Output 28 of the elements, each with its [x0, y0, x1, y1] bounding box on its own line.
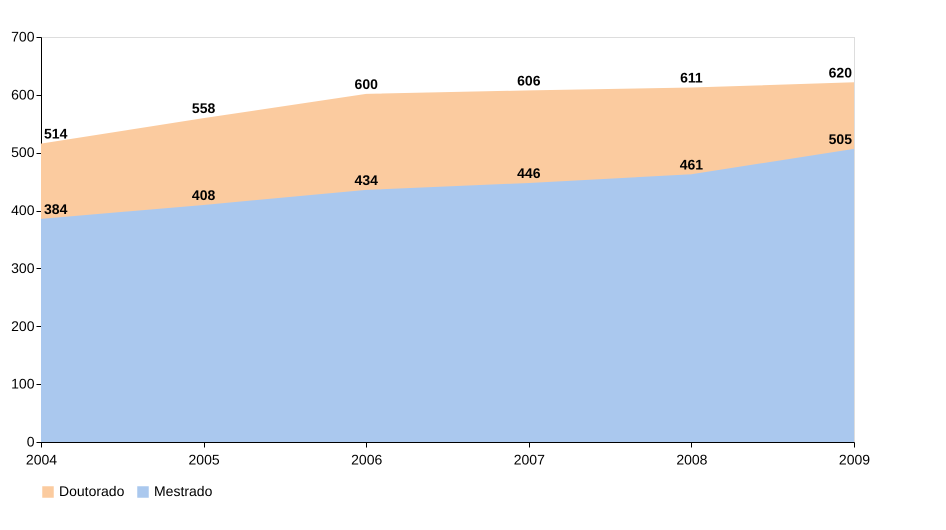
data-label: 434 [354, 172, 378, 188]
x-tick-label: 2009 [838, 452, 870, 468]
data-label: 558 [192, 100, 216, 116]
data-label: 408 [192, 186, 216, 203]
x-tick-label: 2008 [676, 452, 708, 468]
data-label: 600 [354, 76, 378, 92]
data-label: 606 [517, 72, 541, 88]
x-tick-label: 2004 [26, 452, 58, 468]
data-label: 505 [828, 130, 852, 147]
y-tick-label: 400 [11, 202, 35, 218]
data-label: 514 [44, 126, 68, 142]
legend-label: Mestrado [154, 483, 213, 499]
y-tick-label: 700 [11, 28, 35, 44]
data-label: 384 [44, 200, 68, 217]
y-tick-label: 100 [11, 376, 35, 392]
y-tick-label: 500 [11, 144, 35, 160]
y-tick-label: 200 [11, 318, 35, 334]
y-tick-label: 0 [26, 434, 35, 450]
x-tick-label: 2007 [514, 452, 546, 468]
x-tick-label: 2005 [188, 452, 220, 468]
y-tick-label: 300 [11, 260, 35, 276]
data-label: 620 [828, 64, 852, 80]
data-label: 446 [517, 164, 541, 181]
data-label: 461 [680, 156, 704, 172]
y-tick-label: 600 [11, 86, 35, 102]
legend-label: Doutorado [59, 483, 125, 499]
x-tick-label: 2006 [351, 452, 382, 468]
data-label: 611 [680, 69, 703, 86]
